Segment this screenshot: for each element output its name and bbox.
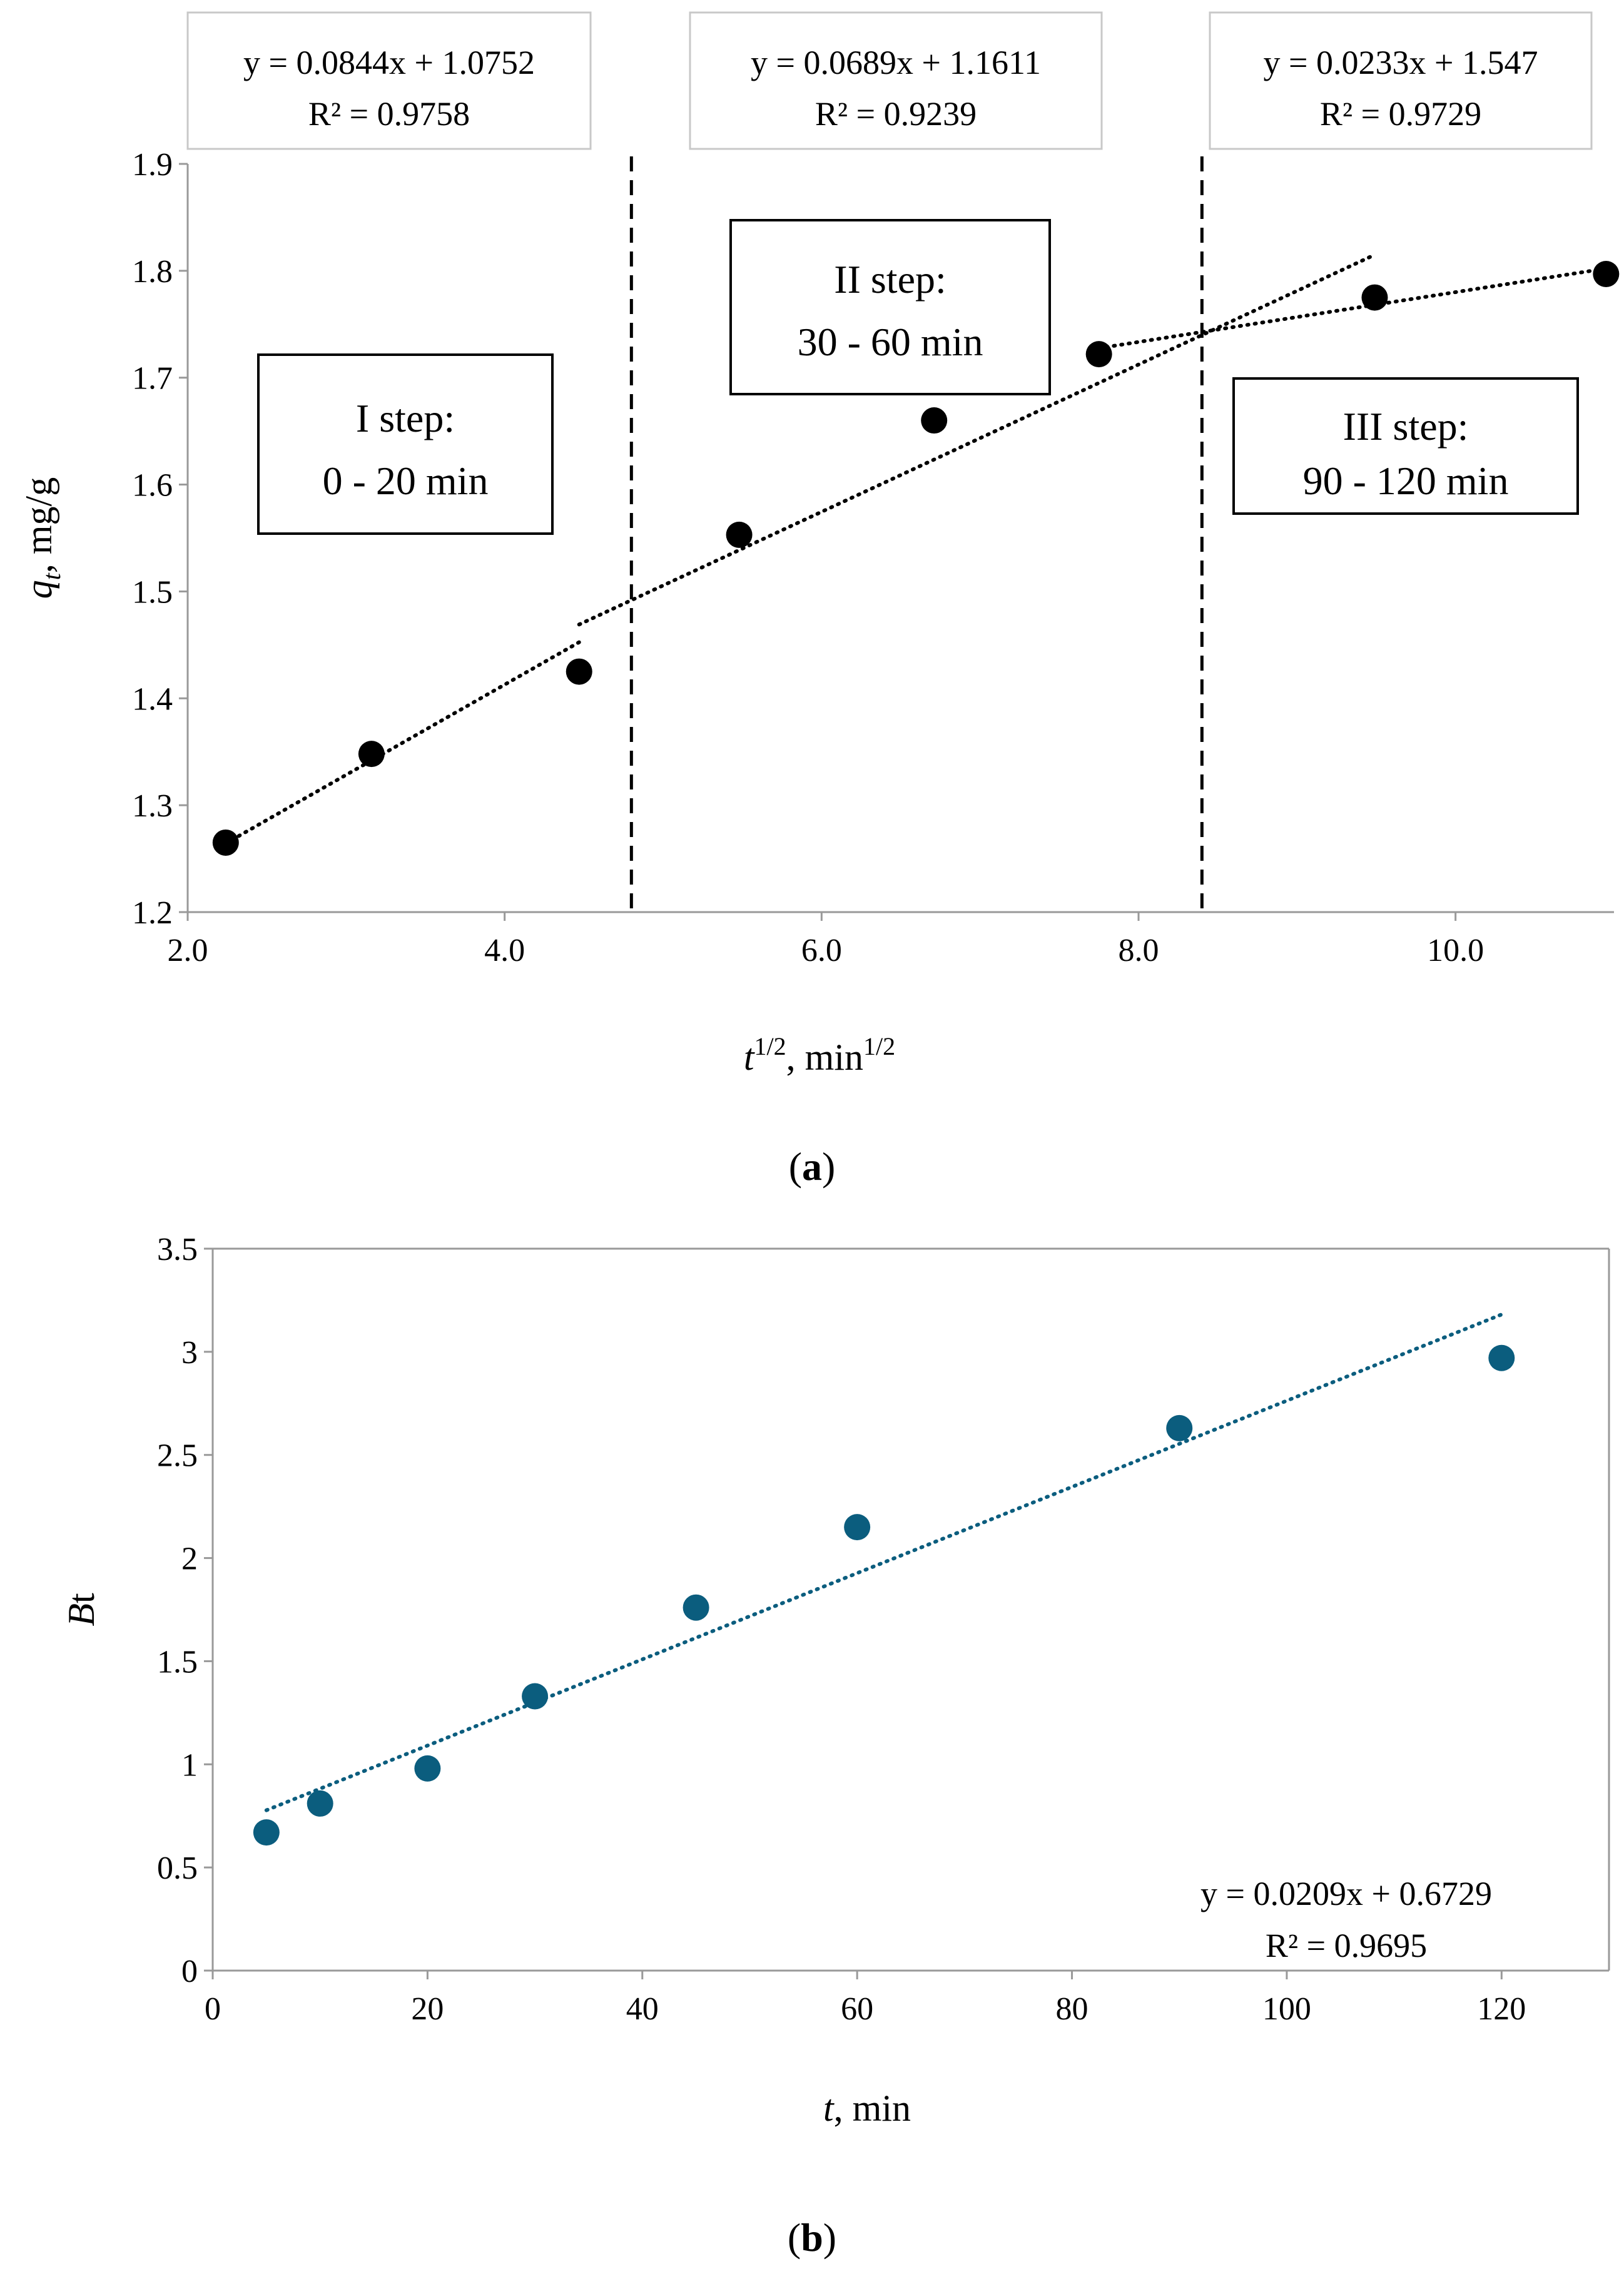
b-xtick-label: 60: [841, 1991, 873, 2027]
b-y-axis-title: Bt: [61, 1593, 102, 1627]
b-eq-r2: R² = 0.9695: [1266, 1927, 1427, 1964]
a-eq3-equation: y = 0.0233x + 1.547: [1264, 44, 1538, 81]
a-step3-line2: 90 - 120 min: [1303, 459, 1509, 503]
a-step-box-3: III step: 90 - 120 min: [1232, 377, 1579, 515]
b-data-point: [683, 1594, 709, 1621]
a-data-point: [921, 407, 948, 434]
a-step-box-1: I step: 0 - 20 min: [257, 353, 554, 535]
a-step1-line1: I step:: [356, 396, 455, 440]
panel-a: 1.2 1.3 1.4 1.5 1.6 1.7 1.8 1.9 2.0 4.0 6.0 8.0 10.…: [18, 11, 1620, 1189]
a-ytick-label: 1.4: [132, 681, 173, 717]
a-data-point: [1361, 284, 1388, 311]
b-data-point: [844, 1514, 871, 1541]
b-xtick-label: 40: [626, 1991, 659, 2027]
a-ytick-label: 1.8: [132, 254, 173, 290]
a-trendline-2: [577, 253, 1377, 627]
b-ytick-label: 2: [181, 1541, 198, 1577]
a-xtick-label: 6.0: [801, 933, 842, 968]
b-data-point: [1166, 1414, 1193, 1441]
b-ytick-label: 1: [181, 1747, 198, 1783]
a-xtick-label: 10.0: [1427, 933, 1484, 968]
b-xtick-label: 20: [411, 1991, 444, 2027]
b-xtick-label: 0: [205, 1991, 221, 2027]
b-eq-equation: y = 0.0209x + 0.6729: [1200, 1875, 1492, 1912]
a-data-point: [1593, 260, 1620, 287]
a-data-point: [726, 521, 753, 548]
a-ytick-label: 1.5: [132, 574, 173, 610]
b-ytick-label: 0: [181, 1954, 198, 1989]
a-ytick-label: 1.7: [132, 361, 173, 397]
b-data-point: [253, 1819, 280, 1846]
a-trendline-1: [223, 640, 581, 846]
b-ytick-label: 1.5: [157, 1644, 198, 1680]
a-data-point: [566, 658, 592, 685]
b-x-axis-title: t, min: [823, 2088, 911, 2129]
panel-b: 0 0.5 1 1.5 2 2.5 3 3.5 0 20 40 60 80 100 120 y = 0.0…: [61, 1232, 1610, 2260]
a-equation-box-2: y = 0.0689x + 1.1611 R² = 0.9239: [689, 11, 1103, 150]
a-ytick-label: 1.9: [132, 147, 173, 183]
a-step-box-2: II step: 30 - 60 min: [729, 219, 1051, 395]
a-data-point: [358, 741, 385, 768]
a-step1-line2: 0 - 20 min: [323, 459, 489, 503]
a-y-axis-title: qt, mg/g: [18, 477, 66, 599]
b-panel-caption: (b): [788, 2215, 836, 2260]
a-ytick-label: 1.3: [132, 788, 173, 824]
a-equation-box-3: y = 0.0233x + 1.547 R² = 0.9729: [1209, 11, 1593, 150]
a-step3-line1: III step:: [1343, 404, 1469, 449]
a-equation-box-1: y = 0.0844x + 1.0752 R² = 0.9758: [186, 11, 592, 150]
b-xtick-label: 80: [1056, 1991, 1089, 2027]
a-eq2-equation: y = 0.0689x + 1.1611: [751, 44, 1041, 81]
b-ytick-label: 3: [181, 1335, 198, 1371]
b-data-point: [307, 1790, 333, 1817]
a-xtick-label: 2.0: [168, 933, 208, 968]
a-x-axis-title: t1/2, min1/2: [744, 1032, 895, 1078]
b-xtick-label: 120: [1477, 1991, 1526, 2027]
b-xtick-label: 100: [1262, 1991, 1311, 2027]
a-xtick-label: 8.0: [1119, 933, 1159, 968]
a-step2-line2: 30 - 60 min: [798, 320, 983, 364]
a-xtick-label: 4.0: [484, 933, 525, 968]
a-eq1-equation: y = 0.0844x + 1.0752: [243, 44, 535, 81]
a-eq1-r2: R² = 0.9758: [308, 95, 470, 133]
b-trendline-1: [264, 1312, 1504, 1812]
a-data-point: [212, 829, 239, 856]
b-data-point: [522, 1683, 549, 1710]
a-step2-line1: II step:: [834, 257, 946, 302]
b-ytick-label: 2.5: [157, 1438, 198, 1474]
a-ytick-label: 1.2: [132, 895, 173, 931]
a-data-point: [1085, 341, 1112, 368]
b-ytick-label: 3.5: [157, 1232, 198, 1267]
a-ytick-label: 1.6: [132, 468, 173, 504]
a-trendline-3: [1097, 266, 1608, 350]
b-data-point: [1488, 1344, 1515, 1371]
b-ytick-label: 0.5: [157, 1850, 198, 1886]
a-eq3-r2: R² = 0.9729: [1320, 95, 1481, 133]
a-panel-caption: (a): [789, 1144, 836, 1189]
a-eq2-r2: R² = 0.9239: [815, 95, 977, 133]
b-data-point: [414, 1755, 441, 1782]
